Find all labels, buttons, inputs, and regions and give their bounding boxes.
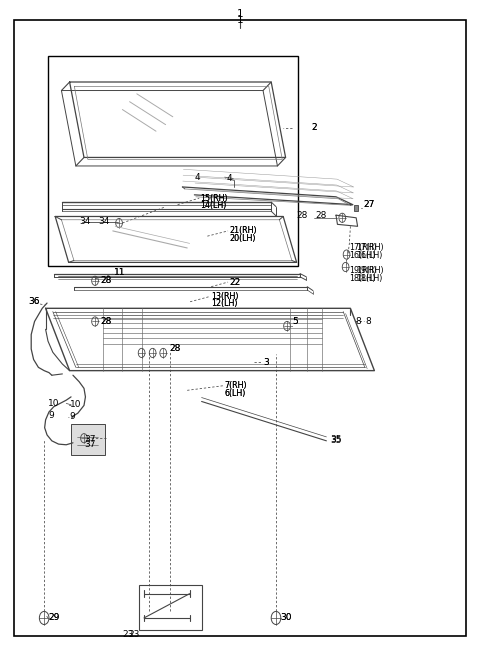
Text: 11: 11 xyxy=(114,268,126,277)
Text: 18(LH): 18(LH) xyxy=(349,274,376,283)
Text: 37: 37 xyxy=(84,440,96,449)
Text: 37: 37 xyxy=(84,435,96,444)
Text: 28: 28 xyxy=(169,344,180,354)
Text: 18(LH): 18(LH) xyxy=(356,274,383,283)
Text: 23: 23 xyxy=(129,630,140,639)
Text: 13(RH): 13(RH) xyxy=(211,292,239,301)
Text: 15(RH): 15(RH) xyxy=(201,194,228,203)
Text: 12(LH): 12(LH) xyxy=(211,299,238,308)
Bar xyxy=(48,56,298,266)
Text: 35: 35 xyxy=(330,435,342,444)
Text: 35: 35 xyxy=(330,436,342,445)
Text: 28: 28 xyxy=(101,276,112,285)
Text: 28: 28 xyxy=(101,317,112,326)
Text: 12(LH): 12(LH) xyxy=(211,299,238,308)
Text: 10: 10 xyxy=(48,399,60,408)
Text: 28: 28 xyxy=(101,276,112,285)
Text: 9: 9 xyxy=(48,411,54,420)
Text: 19(RH): 19(RH) xyxy=(349,266,377,275)
Text: 16(LH): 16(LH) xyxy=(356,251,383,260)
Text: 29: 29 xyxy=(48,613,60,623)
Text: 22: 22 xyxy=(229,277,240,287)
Text: 28: 28 xyxy=(169,344,180,354)
Text: 17(RH): 17(RH) xyxy=(356,243,384,253)
Text: 27: 27 xyxy=(364,200,375,209)
Text: 34: 34 xyxy=(98,217,110,226)
Text: 28: 28 xyxy=(101,317,112,326)
Text: 6(LH): 6(LH) xyxy=(225,389,246,398)
Text: 8: 8 xyxy=(355,317,361,326)
Text: 5: 5 xyxy=(292,317,298,326)
Text: 30: 30 xyxy=(280,613,291,623)
Text: 19(RH): 19(RH) xyxy=(356,266,384,275)
Text: 21(RH): 21(RH) xyxy=(229,226,257,236)
Text: 30: 30 xyxy=(280,613,291,623)
Text: 6(LH): 6(LH) xyxy=(225,389,246,398)
Text: 20(LH): 20(LH) xyxy=(229,234,256,243)
Text: 9: 9 xyxy=(70,412,75,421)
FancyBboxPatch shape xyxy=(71,424,105,455)
Text: 21(RH): 21(RH) xyxy=(229,226,257,236)
Text: 1: 1 xyxy=(237,14,243,25)
Bar xyxy=(139,585,202,630)
Text: 36: 36 xyxy=(28,297,39,306)
Text: 2: 2 xyxy=(311,123,317,133)
Text: 17(RH): 17(RH) xyxy=(349,243,377,253)
Text: 15(RH): 15(RH) xyxy=(201,194,228,203)
Text: 14(LH): 14(LH) xyxy=(201,201,227,210)
Text: 3: 3 xyxy=(263,358,269,367)
Text: 29: 29 xyxy=(48,613,60,623)
Text: 10: 10 xyxy=(70,400,81,409)
Text: 16(LH): 16(LH) xyxy=(349,251,376,260)
Text: 2: 2 xyxy=(311,123,317,133)
Text: 7(RH): 7(RH) xyxy=(225,381,247,390)
Text: 13(RH): 13(RH) xyxy=(211,292,239,301)
Text: 28: 28 xyxy=(297,211,308,220)
Text: 4: 4 xyxy=(194,173,200,182)
Text: 34: 34 xyxy=(79,217,91,226)
Text: 28: 28 xyxy=(316,211,327,220)
Text: 20(LH): 20(LH) xyxy=(229,234,256,243)
Text: 23: 23 xyxy=(122,630,134,639)
Text: 11: 11 xyxy=(114,268,126,277)
Text: 22: 22 xyxy=(229,277,240,287)
Text: 5: 5 xyxy=(292,317,298,326)
Text: 27: 27 xyxy=(364,200,375,209)
Text: 7(RH): 7(RH) xyxy=(225,381,247,390)
Text: 36: 36 xyxy=(28,297,39,306)
Bar xyxy=(354,205,358,211)
Text: 1: 1 xyxy=(237,9,243,19)
Text: 4: 4 xyxy=(227,174,232,183)
Text: 3: 3 xyxy=(263,358,269,367)
Text: 8: 8 xyxy=(366,317,372,326)
Text: 14(LH): 14(LH) xyxy=(201,201,227,210)
